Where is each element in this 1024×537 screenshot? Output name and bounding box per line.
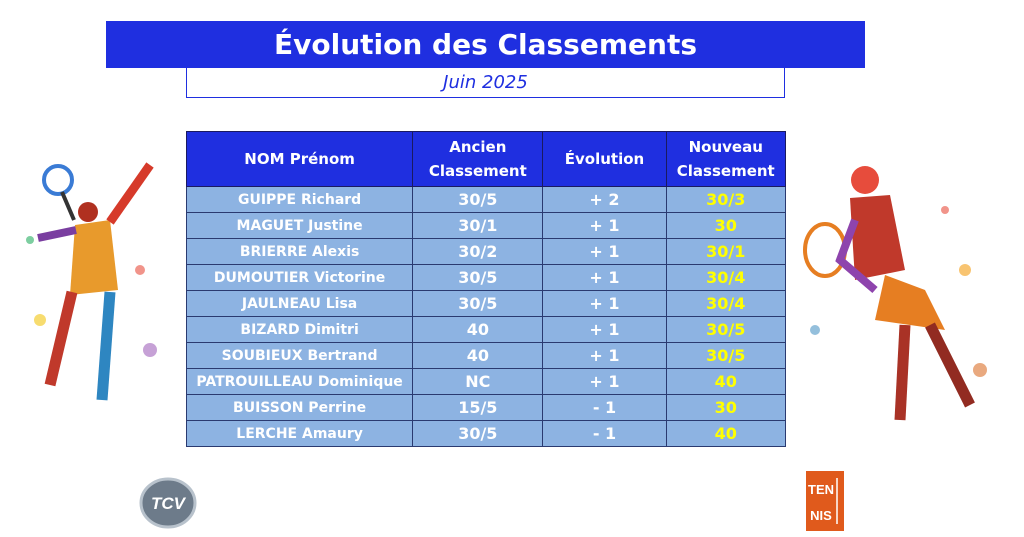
old-rank: 30/5 xyxy=(412,420,544,447)
player-right xyxy=(803,166,987,421)
new-rank: 30/3 xyxy=(665,186,786,213)
table-row: PATROUILLEAU Dominique NC + 1 40 xyxy=(185,368,786,395)
old-rank: 30/2 xyxy=(412,238,544,265)
player-name: LERCHE Amaury xyxy=(185,420,414,447)
table-row: SOUBIEUX Bertrand 40 + 1 30/5 xyxy=(185,342,786,369)
new-rank: 30/4 xyxy=(665,264,786,291)
new-rank: 30/4 xyxy=(665,290,786,317)
new-rank: 40 xyxy=(665,420,786,447)
new-rank: 30 xyxy=(665,212,786,239)
subtitle: Juin 2025 xyxy=(186,68,785,98)
tcv-logo: TCV xyxy=(139,477,197,529)
header-row: NOM Prénom Ancien Classement Évolution Nouv… xyxy=(185,131,786,187)
new-rank: 30 xyxy=(665,394,786,421)
table-row: GUIPPE Richard 30/5 + 2 30/3 xyxy=(185,186,786,213)
new-rank: 40 xyxy=(665,368,786,395)
player-name: BIZARD Dimitri xyxy=(185,316,414,343)
table-row: DUMOUTIER Victorine 30/5 + 1 30/4 xyxy=(185,264,786,291)
fft-text-top: TEN xyxy=(808,482,834,497)
evolution: + 1 xyxy=(542,212,667,239)
player-name: JAULNEAU Lisa xyxy=(185,290,414,317)
evolution: - 1 xyxy=(542,420,667,447)
old-rank: 40 xyxy=(412,342,544,369)
old-rank: 30/5 xyxy=(412,186,544,213)
table-row: BIZARD Dimitri 40 + 1 30/5 xyxy=(185,316,786,343)
old-rank: 30/5 xyxy=(412,264,544,291)
table-row: JAULNEAU Lisa 30/5 + 1 30/4 xyxy=(185,290,786,317)
evolution: + 2 xyxy=(542,186,667,213)
player-name: SOUBIEUX Bertrand xyxy=(185,342,414,369)
old-rank: 40 xyxy=(412,316,544,343)
column-header: NOM Prénom xyxy=(185,131,414,187)
fft-logo: TEN NIS xyxy=(806,471,844,531)
table-row: BRIERRE Alexis 30/2 + 1 30/1 xyxy=(185,238,786,265)
table-row: LERCHE Amaury 30/5- 1 40 xyxy=(185,420,786,447)
evolution: + 1 xyxy=(542,316,667,343)
ranking-table: NOM Prénom Ancien Classement Évolution Nouv… xyxy=(185,131,786,447)
player-name: GUIPPE Richard xyxy=(185,186,414,213)
evolution: + 1 xyxy=(542,238,667,265)
old-rank: 30/5 xyxy=(412,290,544,317)
evolution: + 1 xyxy=(542,368,667,395)
table-row: MAGUET Justine 30/1 + 1 30 xyxy=(185,212,786,239)
new-rank: 30/5 xyxy=(665,316,786,343)
evolution: + 1 xyxy=(542,342,667,369)
new-rank: 30/5 xyxy=(665,342,786,369)
player-name: BRIERRE Alexis xyxy=(185,238,414,265)
tcv-text: TCV xyxy=(151,494,187,513)
title-bar: Évolution des Classements xyxy=(106,21,865,68)
evolution: + 1 xyxy=(542,264,667,291)
player-name: BUISSON Perrine xyxy=(185,394,414,421)
column-header: Nouveau Classement xyxy=(665,131,786,187)
fft-text-bottom: NIS xyxy=(810,508,832,523)
evolution: + 1 xyxy=(542,290,667,317)
player-name: MAGUET Justine xyxy=(185,212,414,239)
table-body: GUIPPE Richard 30/5 + 2 30/3 MAGUET Justine 3… xyxy=(185,186,786,447)
new-rank: 30/1 xyxy=(665,238,786,265)
column-header: Ancien Classement xyxy=(412,131,544,187)
old-rank: 15/5 xyxy=(412,394,544,421)
player-name: DUMOUTIER Victorine xyxy=(185,264,414,291)
old-rank: 30/1 xyxy=(412,212,544,239)
player-left xyxy=(26,162,157,401)
table-row: BUISSON Perrine 15/5- 1 30 xyxy=(185,394,786,421)
column-header: Évolution xyxy=(542,131,667,187)
evolution: - 1 xyxy=(542,394,667,421)
player-name: PATROUILLEAU Dominique xyxy=(185,368,414,395)
old-rank: NC xyxy=(412,368,544,395)
